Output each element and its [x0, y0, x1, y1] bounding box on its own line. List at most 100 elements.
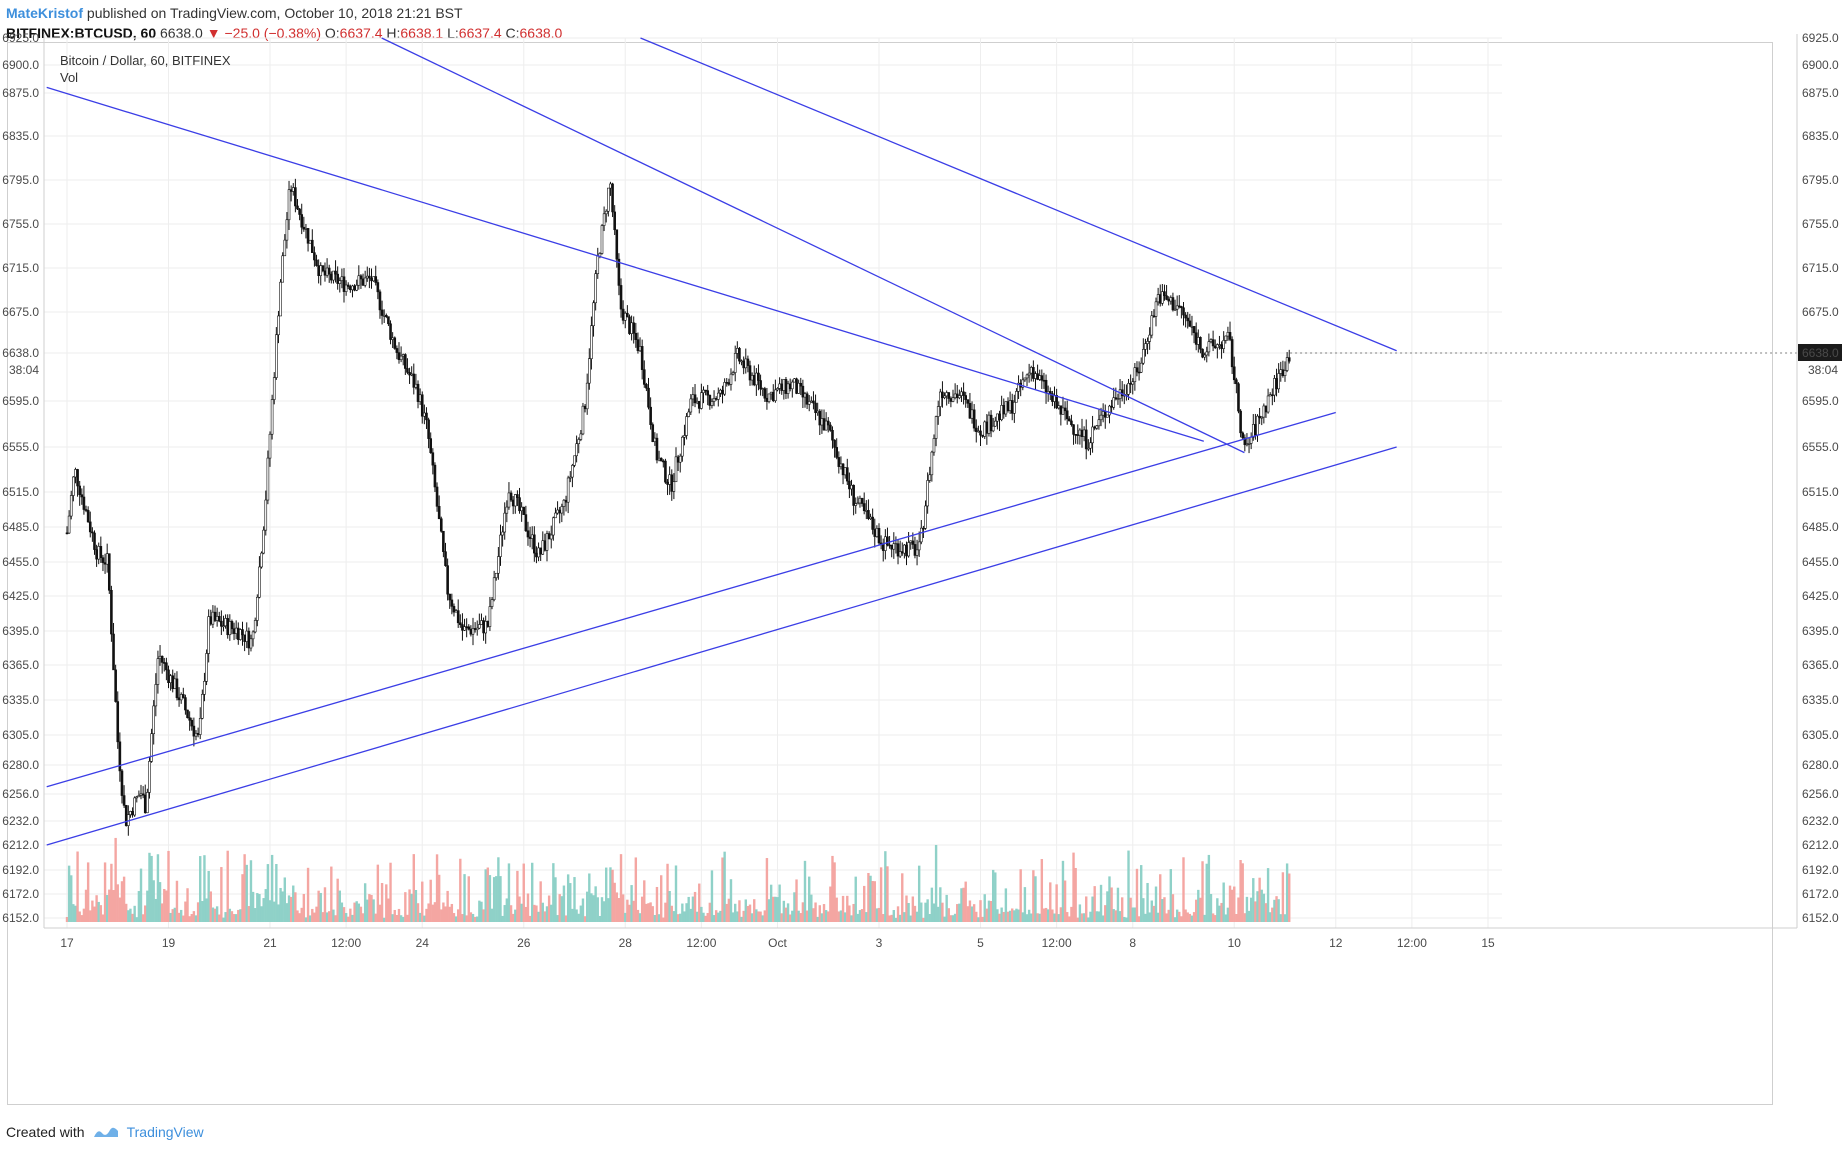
candle-body	[507, 492, 511, 508]
volume-bar	[991, 869, 995, 922]
volume-bar	[621, 894, 625, 922]
candle-body	[634, 332, 638, 340]
candle-body	[822, 418, 826, 431]
volume-bar	[799, 913, 802, 922]
x-tick-label: 8	[1129, 936, 1136, 950]
volume-bar	[1135, 868, 1139, 922]
volume-bar	[414, 890, 418, 922]
candle-body	[1279, 369, 1283, 374]
candle-body	[873, 529, 877, 537]
x-tick-label: 21	[263, 936, 277, 950]
price-badge-countdown: 38:04	[1808, 363, 1838, 377]
volume-bar	[141, 914, 145, 922]
y-tick-label-right: 6152.0	[1802, 911, 1839, 925]
volume-bar	[1011, 908, 1014, 922]
candle-body	[387, 316, 390, 325]
candle-body	[678, 455, 682, 463]
y-tick-label-right: 6755.0	[1802, 217, 1839, 231]
candle-body	[1000, 405, 1003, 420]
volume-bar	[188, 916, 191, 922]
volume-bar	[270, 854, 274, 922]
candle-body	[670, 474, 674, 492]
volume-bar	[712, 915, 716, 922]
volume-bar	[953, 913, 957, 922]
volume-bar	[685, 903, 688, 922]
chart-frame[interactable]	[7, 42, 1773, 1105]
volume-bar	[865, 912, 868, 922]
volume-bar	[511, 913, 515, 922]
volume-bar	[163, 888, 166, 922]
volume-bar	[605, 867, 608, 922]
volume-bar	[332, 909, 335, 922]
y-tick-label-right: 6900.0	[1802, 58, 1839, 72]
volume-bar	[778, 884, 781, 922]
candle-body	[854, 503, 858, 506]
candle-body	[296, 205, 299, 210]
volume-bar	[509, 905, 513, 922]
volume-bar	[970, 906, 974, 922]
trendline	[46, 411, 1336, 788]
candle-body	[150, 733, 153, 762]
tradingview-brand[interactable]: TradingView	[126, 1124, 204, 1140]
candle-body	[651, 424, 655, 442]
candle-body	[1173, 308, 1177, 311]
volume-bar	[471, 913, 475, 922]
candle-body	[974, 427, 978, 432]
candle-body	[101, 557, 105, 563]
publish-line: MateKristof published on TradingView.com…	[6, 3, 562, 23]
volume-bar	[1268, 912, 1272, 922]
author-link[interactable]: MateKristof	[6, 5, 84, 21]
candle-body	[1224, 335, 1228, 341]
volume-bar	[268, 900, 272, 922]
trendlines[interactable]	[46, 37, 1797, 846]
volume-bar	[302, 893, 306, 922]
candle-body	[755, 372, 758, 386]
candle-body	[141, 793, 145, 796]
price-change: −25.0 (−0.38%)	[224, 25, 321, 41]
candle-body	[869, 516, 872, 519]
candle-body	[404, 354, 407, 369]
legend-volume: Vol	[60, 70, 78, 85]
candle-body	[936, 406, 940, 417]
volume-bar	[450, 903, 454, 922]
candle-body	[1044, 379, 1048, 394]
volume-bar	[518, 896, 521, 922]
candle-body	[729, 373, 733, 385]
volume-bar	[249, 860, 253, 922]
candle-body	[1213, 345, 1217, 349]
candle-body	[1182, 307, 1185, 316]
volume-bar	[1046, 909, 1050, 922]
volume-bar	[742, 910, 745, 922]
candle-body	[922, 527, 925, 530]
volume-bar	[888, 915, 891, 922]
y-tick-label-left: 6152.0	[2, 911, 39, 925]
candle-body	[1235, 379, 1238, 385]
candle-body	[171, 675, 175, 689]
candle-body	[903, 544, 906, 554]
volume-bar	[651, 906, 654, 922]
volume-bar	[1224, 914, 1227, 922]
volume-bar	[1190, 915, 1194, 922]
candle-body	[820, 418, 824, 426]
volume-bar	[695, 911, 699, 922]
volume-bar	[746, 905, 750, 922]
candle-body	[1002, 405, 1006, 415]
volume-bar	[598, 915, 602, 922]
candle-body	[799, 382, 803, 387]
candle-body	[414, 383, 418, 388]
candle-body	[985, 421, 989, 434]
candle-body	[960, 391, 963, 396]
volume-bar	[476, 916, 479, 922]
x-tick-label: 12:00	[331, 936, 361, 950]
y-tick-label-right: 6192.0	[1802, 863, 1839, 877]
candle-body	[757, 372, 760, 381]
volume-bar	[575, 909, 578, 922]
volume-bar	[714, 910, 718, 922]
candle-body	[1089, 442, 1092, 449]
volume-bar	[1118, 911, 1122, 922]
volume-bar	[247, 906, 251, 922]
candle-body	[1080, 429, 1084, 437]
candle-body	[1027, 372, 1031, 376]
volume-bar	[374, 913, 377, 922]
